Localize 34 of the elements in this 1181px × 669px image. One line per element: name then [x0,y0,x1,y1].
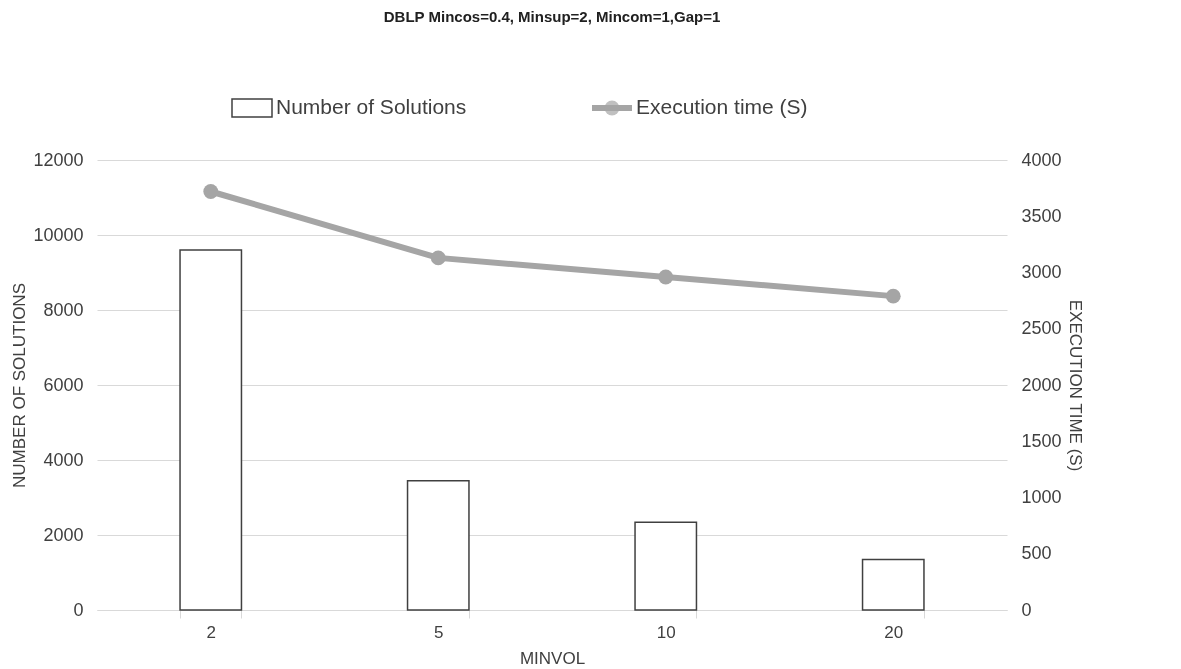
legend-label: Number of Solutions [276,95,467,118]
y2-tick-label: 4000 [1021,149,1062,170]
point [885,288,901,304]
y2-tick-label: 2000 [1021,374,1062,395]
y2-axis-title: EXECUTION TIME (S) [1065,299,1085,472]
x-tick-label: 5 [434,622,444,642]
bar [179,249,243,611]
y2-tick-label: 0 [1021,599,1032,620]
y-tick-label: 4000 [43,449,84,470]
y2-tick-label: 1500 [1021,430,1062,451]
legend-label: Execution time (S) [636,95,808,118]
y-tick-label: 8000 [43,299,84,320]
y2-tick-label: 2500 [1021,318,1062,339]
y2-tick-label: 500 [1021,543,1052,564]
y2-tick-label: 3000 [1021,262,1062,282]
y-tick-label: 2000 [43,524,84,545]
point [658,269,674,285]
point [430,250,446,266]
y-tick-label: 12000 [33,149,84,170]
y-tick-label: 6000 [43,374,84,395]
bar [406,479,470,611]
y2-tick-label: 1000 [1021,487,1062,507]
bar [861,558,925,611]
y-axis-title: NUMBER OF SOLUTIONS [10,283,30,488]
x-tick-label: 20 [884,622,904,642]
x-tick-label: 10 [656,622,676,642]
x-axis-title: MINVOL [519,648,586,668]
bar [634,521,698,611]
x-tick-label: 2 [206,622,216,642]
chart-title: DBLP Mincos=0.4, Minsup=2, Mincom=1,Gap=1 [383,8,721,25]
y-tick-label: 0 [73,599,84,620]
y2-tick-label: 3500 [1021,205,1062,226]
y-tick-label: 10000 [33,224,84,245]
point [203,184,219,199]
